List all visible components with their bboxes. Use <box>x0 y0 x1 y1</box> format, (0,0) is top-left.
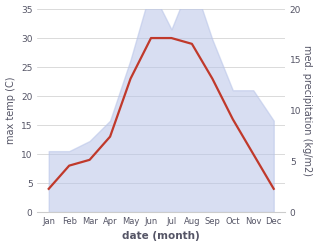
X-axis label: date (month): date (month) <box>122 231 200 242</box>
Y-axis label: max temp (C): max temp (C) <box>5 77 16 144</box>
Y-axis label: med. precipitation (kg/m2): med. precipitation (kg/m2) <box>302 45 313 176</box>
